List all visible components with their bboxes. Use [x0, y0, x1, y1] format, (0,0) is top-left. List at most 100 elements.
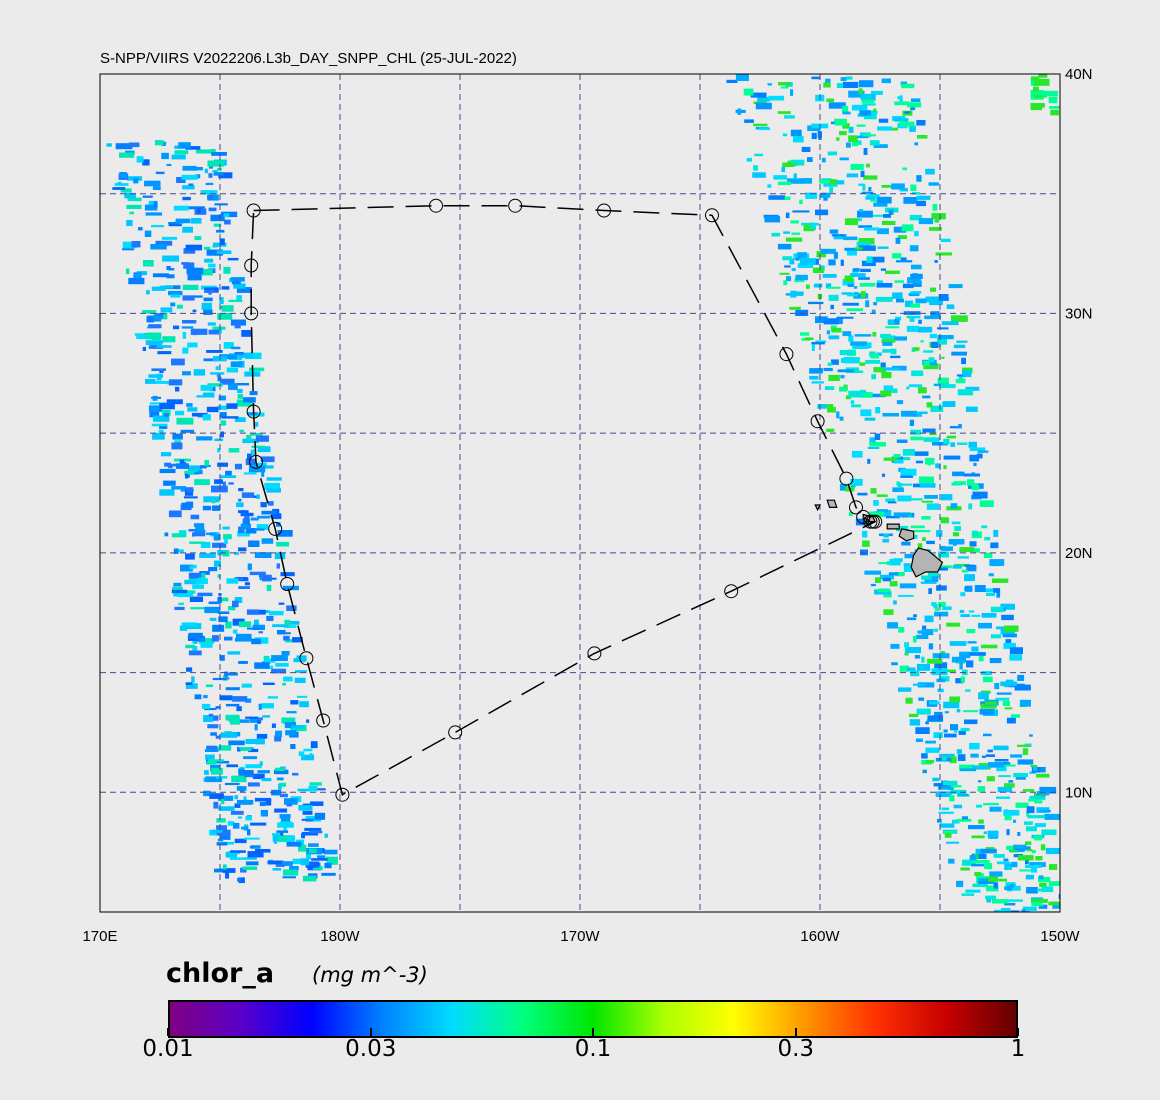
- route-marker: [705, 208, 719, 223]
- swath-pixel: [209, 617, 217, 621]
- colorbar-tick-mark: [1017, 1028, 1019, 1036]
- swath-pixel: [230, 277, 245, 282]
- swath-pixel: [860, 268, 871, 272]
- swath-pixel: [786, 276, 792, 282]
- swath-pixel: [873, 108, 877, 112]
- swath-pixel: [228, 482, 234, 485]
- swath-pixel: [861, 392, 873, 398]
- swath-pixel: [876, 494, 888, 497]
- swath-pixel: [1010, 910, 1020, 912]
- swath-pixel: [790, 290, 797, 298]
- swath-pixel: [231, 281, 241, 285]
- swath-pixel: [283, 869, 299, 876]
- swath-pixel: [930, 287, 936, 292]
- swath-pixel: [207, 160, 225, 167]
- swath-pixel: [836, 83, 844, 89]
- swath-pixel: [213, 801, 219, 809]
- swath-pixel: [820, 192, 831, 198]
- swath-pixel: [878, 118, 889, 123]
- swath-pixel: [216, 229, 225, 233]
- swath-pixel: [935, 252, 952, 256]
- swath-pixel: [958, 730, 966, 735]
- swath-pixel: [203, 358, 219, 362]
- swath-pixel: [883, 457, 898, 461]
- swath-pixel: [888, 209, 894, 215]
- swath-pixel: [952, 565, 962, 569]
- swath-pixel: [969, 742, 980, 750]
- swath-pixel: [271, 668, 287, 674]
- swath-pixel: [171, 442, 183, 450]
- swath-pixel: [1025, 858, 1029, 865]
- swath-pixel: [1004, 783, 1015, 788]
- swath-pixel: [301, 832, 305, 839]
- swath-pixel: [225, 872, 230, 879]
- swath-pixel: [266, 477, 282, 481]
- swath-pixel: [899, 665, 909, 672]
- swath-pixel: [826, 98, 835, 103]
- swath-pixel: [190, 514, 200, 520]
- swath-pixel: [898, 627, 905, 633]
- swath-pixel: [208, 601, 221, 605]
- swath-pixel: [188, 632, 203, 640]
- swath-pixel: [187, 342, 198, 348]
- swath-pixel: [964, 719, 978, 725]
- swath-pixel: [957, 556, 969, 559]
- swath-pixel: [220, 798, 225, 805]
- swath-pixel: [899, 583, 917, 589]
- swath-pixel: [885, 498, 896, 503]
- swath-pixel: [326, 856, 338, 859]
- swath-pixel: [1022, 906, 1037, 911]
- swath-pixel: [961, 357, 966, 365]
- swath-pixel: [846, 294, 858, 297]
- swath-pixel: [213, 223, 222, 227]
- swath-pixel: [874, 433, 881, 440]
- swath-pixel: [829, 229, 839, 234]
- route-marker: [246, 203, 261, 218]
- swath-pixel: [924, 495, 938, 499]
- swath-pixel: [188, 572, 202, 578]
- swath-pixel: [238, 488, 244, 492]
- swath-pixel: [876, 283, 893, 288]
- swath-pixel: [251, 445, 265, 448]
- swath-pixel: [190, 218, 202, 224]
- swath-pixel: [873, 302, 877, 306]
- swath-pixel: [233, 577, 244, 580]
- swath-pixel: [236, 287, 252, 293]
- colorbar-tick-label: 0.3: [777, 1036, 815, 1062]
- swath-pixel: [799, 258, 816, 265]
- island-hawaii: [910, 547, 944, 578]
- swath-pixel: [820, 248, 836, 254]
- swath-pixel: [185, 146, 201, 150]
- swath-pixel: [866, 110, 878, 115]
- swath-pixel: [226, 403, 238, 409]
- swath-pixel: [1027, 815, 1045, 819]
- swath-pixel: [1002, 700, 1010, 706]
- swath-pixel: [233, 283, 246, 289]
- swath-pixel: [982, 676, 993, 683]
- swath-pixel: [842, 302, 859, 306]
- swath-pixel: [890, 643, 900, 649]
- swath-pixel: [882, 342, 893, 346]
- swath-pixel: [279, 782, 286, 787]
- route-marker: [779, 347, 794, 362]
- swath-pixel: [856, 124, 866, 127]
- swath-pixel: [277, 530, 293, 537]
- swath-pixel: [197, 592, 213, 597]
- swath-pixel: [978, 878, 986, 882]
- swath-pixel: [819, 179, 829, 184]
- swath-pixel: [953, 804, 963, 809]
- swath-pixel: [856, 140, 862, 145]
- swath-pixel: [801, 146, 811, 152]
- swath-pixel: [930, 311, 940, 318]
- swath-pixel: [1000, 908, 1011, 912]
- swath-pixel: [894, 280, 904, 283]
- swath-pixel: [899, 121, 915, 127]
- swath-pixel: [1006, 829, 1010, 836]
- swath-pixel: [182, 185, 195, 190]
- swath-pixel: [914, 230, 919, 237]
- swath-pixel: [993, 529, 999, 537]
- route-marker: [244, 306, 259, 321]
- swath-pixel: [790, 129, 802, 137]
- swath-pixel: [846, 248, 857, 256]
- swath-pixel: [199, 553, 216, 558]
